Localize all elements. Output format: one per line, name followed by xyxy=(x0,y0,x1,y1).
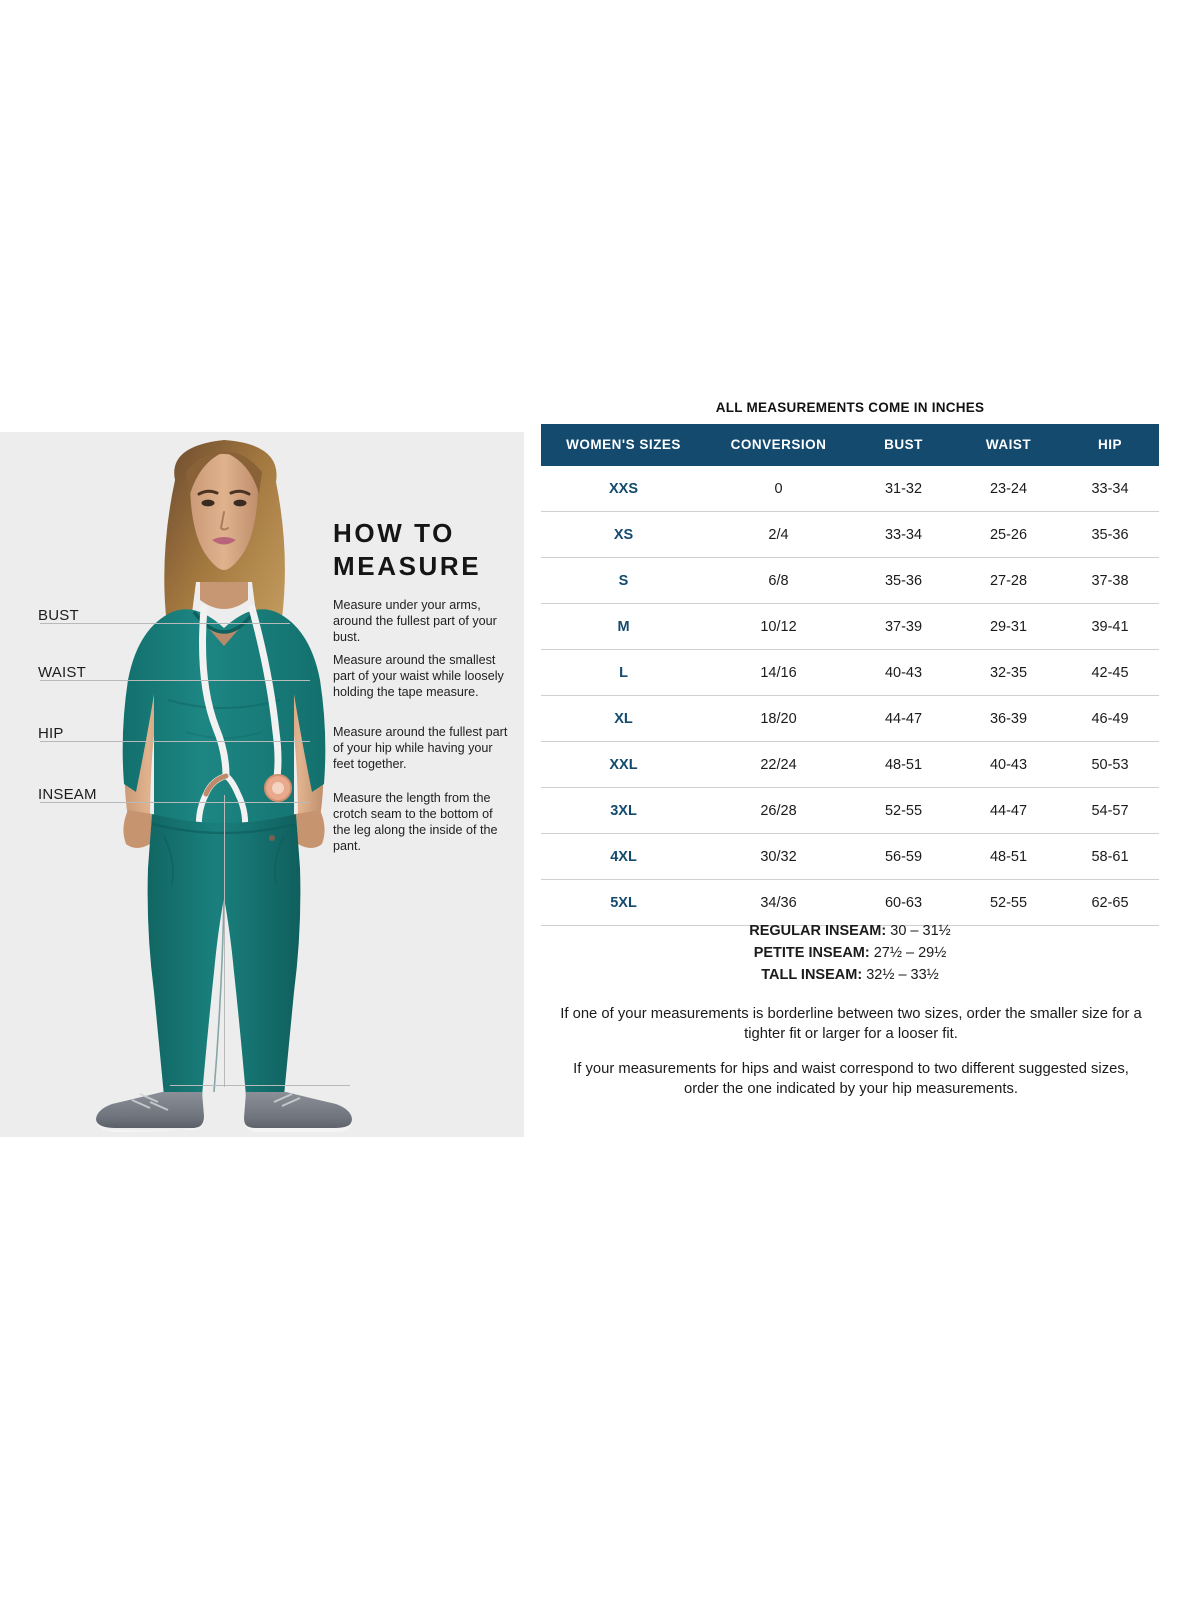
cell-hip: 46-49 xyxy=(1061,695,1159,742)
inseam-vertical-line xyxy=(224,795,225,1087)
cell-waist: 27-28 xyxy=(956,557,1061,604)
cell-size: XS xyxy=(541,511,706,558)
cell-waist: 32-35 xyxy=(956,649,1061,696)
how-to-measure-panel xyxy=(0,432,524,1137)
cell-bust: 56-59 xyxy=(851,833,956,880)
cell-waist: 48-51 xyxy=(956,833,1061,880)
cell-size: XXS xyxy=(541,466,706,512)
sizing-note-borderline: If one of your measurements is borderlin… xyxy=(560,1006,1142,1043)
inseam-row-petite: PETITE INSEAM: 27½ – 29½ xyxy=(540,942,1160,964)
table-row: XXL 22/24 48-51 40-43 50-53 xyxy=(541,741,1159,788)
inseam-label-petite: PETITE INSEAM: xyxy=(753,945,870,962)
cell-size: S xyxy=(541,557,706,604)
label-bust: BUST xyxy=(38,607,79,624)
inseam-notes: REGULAR INSEAM: 30 – 31½ PETITE INSEAM: … xyxy=(540,920,1160,986)
label-hip: HIP xyxy=(38,725,64,742)
inseam-label-tall: TALL INSEAM: xyxy=(761,967,863,984)
cell-bust: 35-36 xyxy=(851,557,956,604)
inseam-value-petite: 27½ – 29½ xyxy=(873,945,947,962)
label-inseam: INSEAM xyxy=(38,786,97,803)
page-title: HOW TO MEASURE xyxy=(333,518,482,582)
cell-hip: 37-38 xyxy=(1061,557,1159,604)
cell-waist: 29-31 xyxy=(956,603,1061,650)
bust-guide-line xyxy=(40,623,290,624)
cell-hip: 42-45 xyxy=(1061,649,1159,696)
table-row: 5XL 34/36 60-63 52-55 62-65 xyxy=(541,879,1159,926)
cell-size: 3XL xyxy=(541,787,706,834)
cell-bust: 31-32 xyxy=(851,466,956,512)
cell-bust: 40-43 xyxy=(851,649,956,696)
table-row: 4XL 30/32 56-59 48-51 58-61 xyxy=(541,833,1159,880)
cell-waist: 40-43 xyxy=(956,741,1061,788)
table-row: S 6/8 35-36 27-28 37-38 xyxy=(541,557,1159,604)
inseam-bottom-line xyxy=(170,1085,350,1086)
cell-bust: 44-47 xyxy=(851,695,956,742)
size-chart-table: WOMEN'S SIZES CONVERSION BUST WAIST HIP … xyxy=(541,424,1159,926)
description-hip: Measure around the fullest part of your … xyxy=(333,725,508,772)
cell-conversion: 18/20 xyxy=(706,695,851,742)
column-header-bust: BUST xyxy=(851,424,956,466)
cell-conversion: 0 xyxy=(706,466,851,512)
description-bust: Measure under your arms, around the full… xyxy=(333,598,497,645)
cell-conversion: 34/36 xyxy=(706,879,851,926)
cell-size: M xyxy=(541,603,706,650)
table-row: XL 18/20 44-47 36-39 46-49 xyxy=(541,695,1159,742)
inseam-guide-line xyxy=(40,802,310,803)
cell-waist: 23-24 xyxy=(956,466,1061,512)
how-to-measure-heading-block: HOW TO MEASURE xyxy=(333,517,513,584)
cell-hip: 33-34 xyxy=(1061,466,1159,512)
column-header-hip: HIP xyxy=(1061,424,1159,466)
cell-bust: 48-51 xyxy=(851,741,956,788)
inseam-row-regular: REGULAR INSEAM: 30 – 31½ xyxy=(540,920,1160,942)
label-waist: WAIST xyxy=(38,664,86,681)
cell-hip: 50-53 xyxy=(1061,741,1159,788)
cell-size: 5XL xyxy=(541,879,706,926)
cell-size: L xyxy=(541,649,706,696)
hip-guide-line xyxy=(40,741,310,742)
cell-size: XL xyxy=(541,695,706,742)
cell-size: 4XL xyxy=(541,833,706,880)
cell-bust: 60-63 xyxy=(851,879,956,926)
table-row: 3XL 26/28 52-55 44-47 54-57 xyxy=(541,787,1159,834)
table-header-row: WOMEN'S SIZES CONVERSION BUST WAIST HIP xyxy=(541,424,1159,466)
cell-hip: 35-36 xyxy=(1061,511,1159,558)
cell-waist: 44-47 xyxy=(956,787,1061,834)
inseam-row-tall: TALL INSEAM: 32½ – 33½ xyxy=(540,964,1160,986)
cell-conversion: 22/24 xyxy=(706,741,851,788)
cell-conversion: 30/32 xyxy=(706,833,851,880)
chart-title: ALL MEASUREMENTS COME IN INCHES xyxy=(715,400,985,415)
column-header-waist: WAIST xyxy=(956,424,1061,466)
description-inseam: Measure the length from the crotch seam … xyxy=(333,791,498,854)
cell-waist: 52-55 xyxy=(956,879,1061,926)
cell-conversion: 10/12 xyxy=(706,603,851,650)
cell-bust: 37-39 xyxy=(851,603,956,650)
table-row: M 10/12 37-39 29-31 39-41 xyxy=(541,603,1159,650)
inseam-label-regular: REGULAR INSEAM: xyxy=(749,923,887,939)
column-header-sizes: WOMEN'S SIZES xyxy=(541,424,706,466)
table-row: XXS 0 31-32 23-24 33-34 xyxy=(541,466,1159,512)
cell-conversion: 6/8 xyxy=(706,557,851,604)
cell-hip: 39-41 xyxy=(1061,603,1159,650)
cell-size: XXL xyxy=(541,741,706,788)
inseam-value-regular: 30 – 31½ xyxy=(890,923,951,939)
description-waist: Measure around the smallest part of your… xyxy=(333,653,504,700)
cell-waist: 36-39 xyxy=(956,695,1061,742)
cell-bust: 33-34 xyxy=(851,511,956,558)
cell-waist: 25-26 xyxy=(956,511,1061,558)
inseam-value-tall: 32½ – 33½ xyxy=(866,967,939,984)
cell-bust: 52-55 xyxy=(851,787,956,834)
cell-conversion: 14/16 xyxy=(706,649,851,696)
sizing-note-hip-priority: If your measurements for hips and waist … xyxy=(573,1061,1129,1098)
model-illustration xyxy=(96,440,352,1132)
cell-conversion: 2/4 xyxy=(706,511,851,558)
waist-guide-line xyxy=(40,680,310,681)
cell-conversion: 26/28 xyxy=(706,787,851,834)
cell-hip: 62-65 xyxy=(1061,879,1159,926)
table-row: L 14/16 40-43 32-35 42-45 xyxy=(541,649,1159,696)
column-header-conversion: CONVERSION xyxy=(706,424,851,466)
table-row: XS 2/4 33-34 25-26 35-36 xyxy=(541,511,1159,558)
cell-hip: 58-61 xyxy=(1061,833,1159,880)
cell-hip: 54-57 xyxy=(1061,787,1159,834)
